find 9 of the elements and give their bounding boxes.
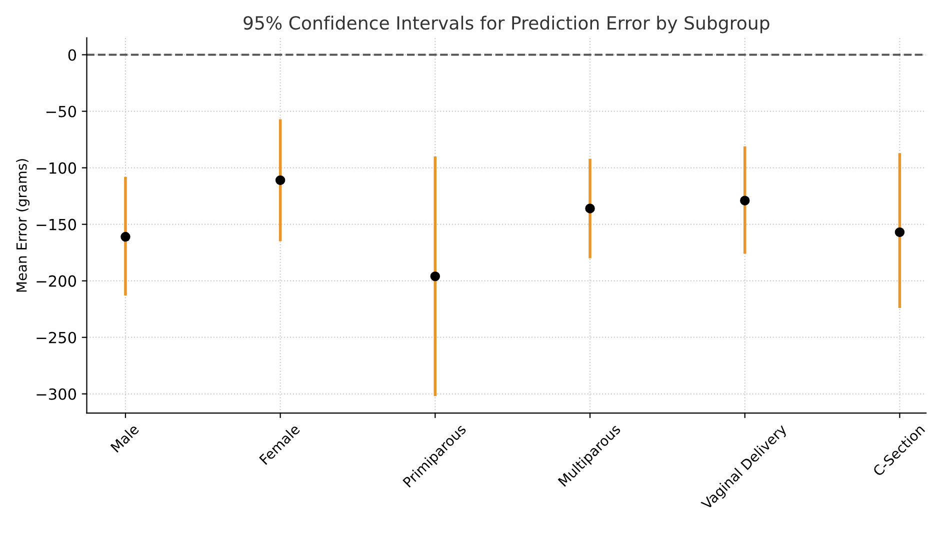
y-axis-title: Mean Error (grams) [16,159,30,292]
chart-title: 95% Confidence Intervals for Prediction Error by Subgroup [244,16,770,34]
y-tick-label: −50 [46,106,76,118]
y-tick-label: −300 [36,388,76,400]
y-tick-label: −200 [36,275,76,287]
y-tick-label: −100 [36,162,76,174]
y-tick-label: −150 [36,218,76,230]
y-tick-label: 0 [68,49,76,61]
y-tick-label: −250 [36,332,76,344]
